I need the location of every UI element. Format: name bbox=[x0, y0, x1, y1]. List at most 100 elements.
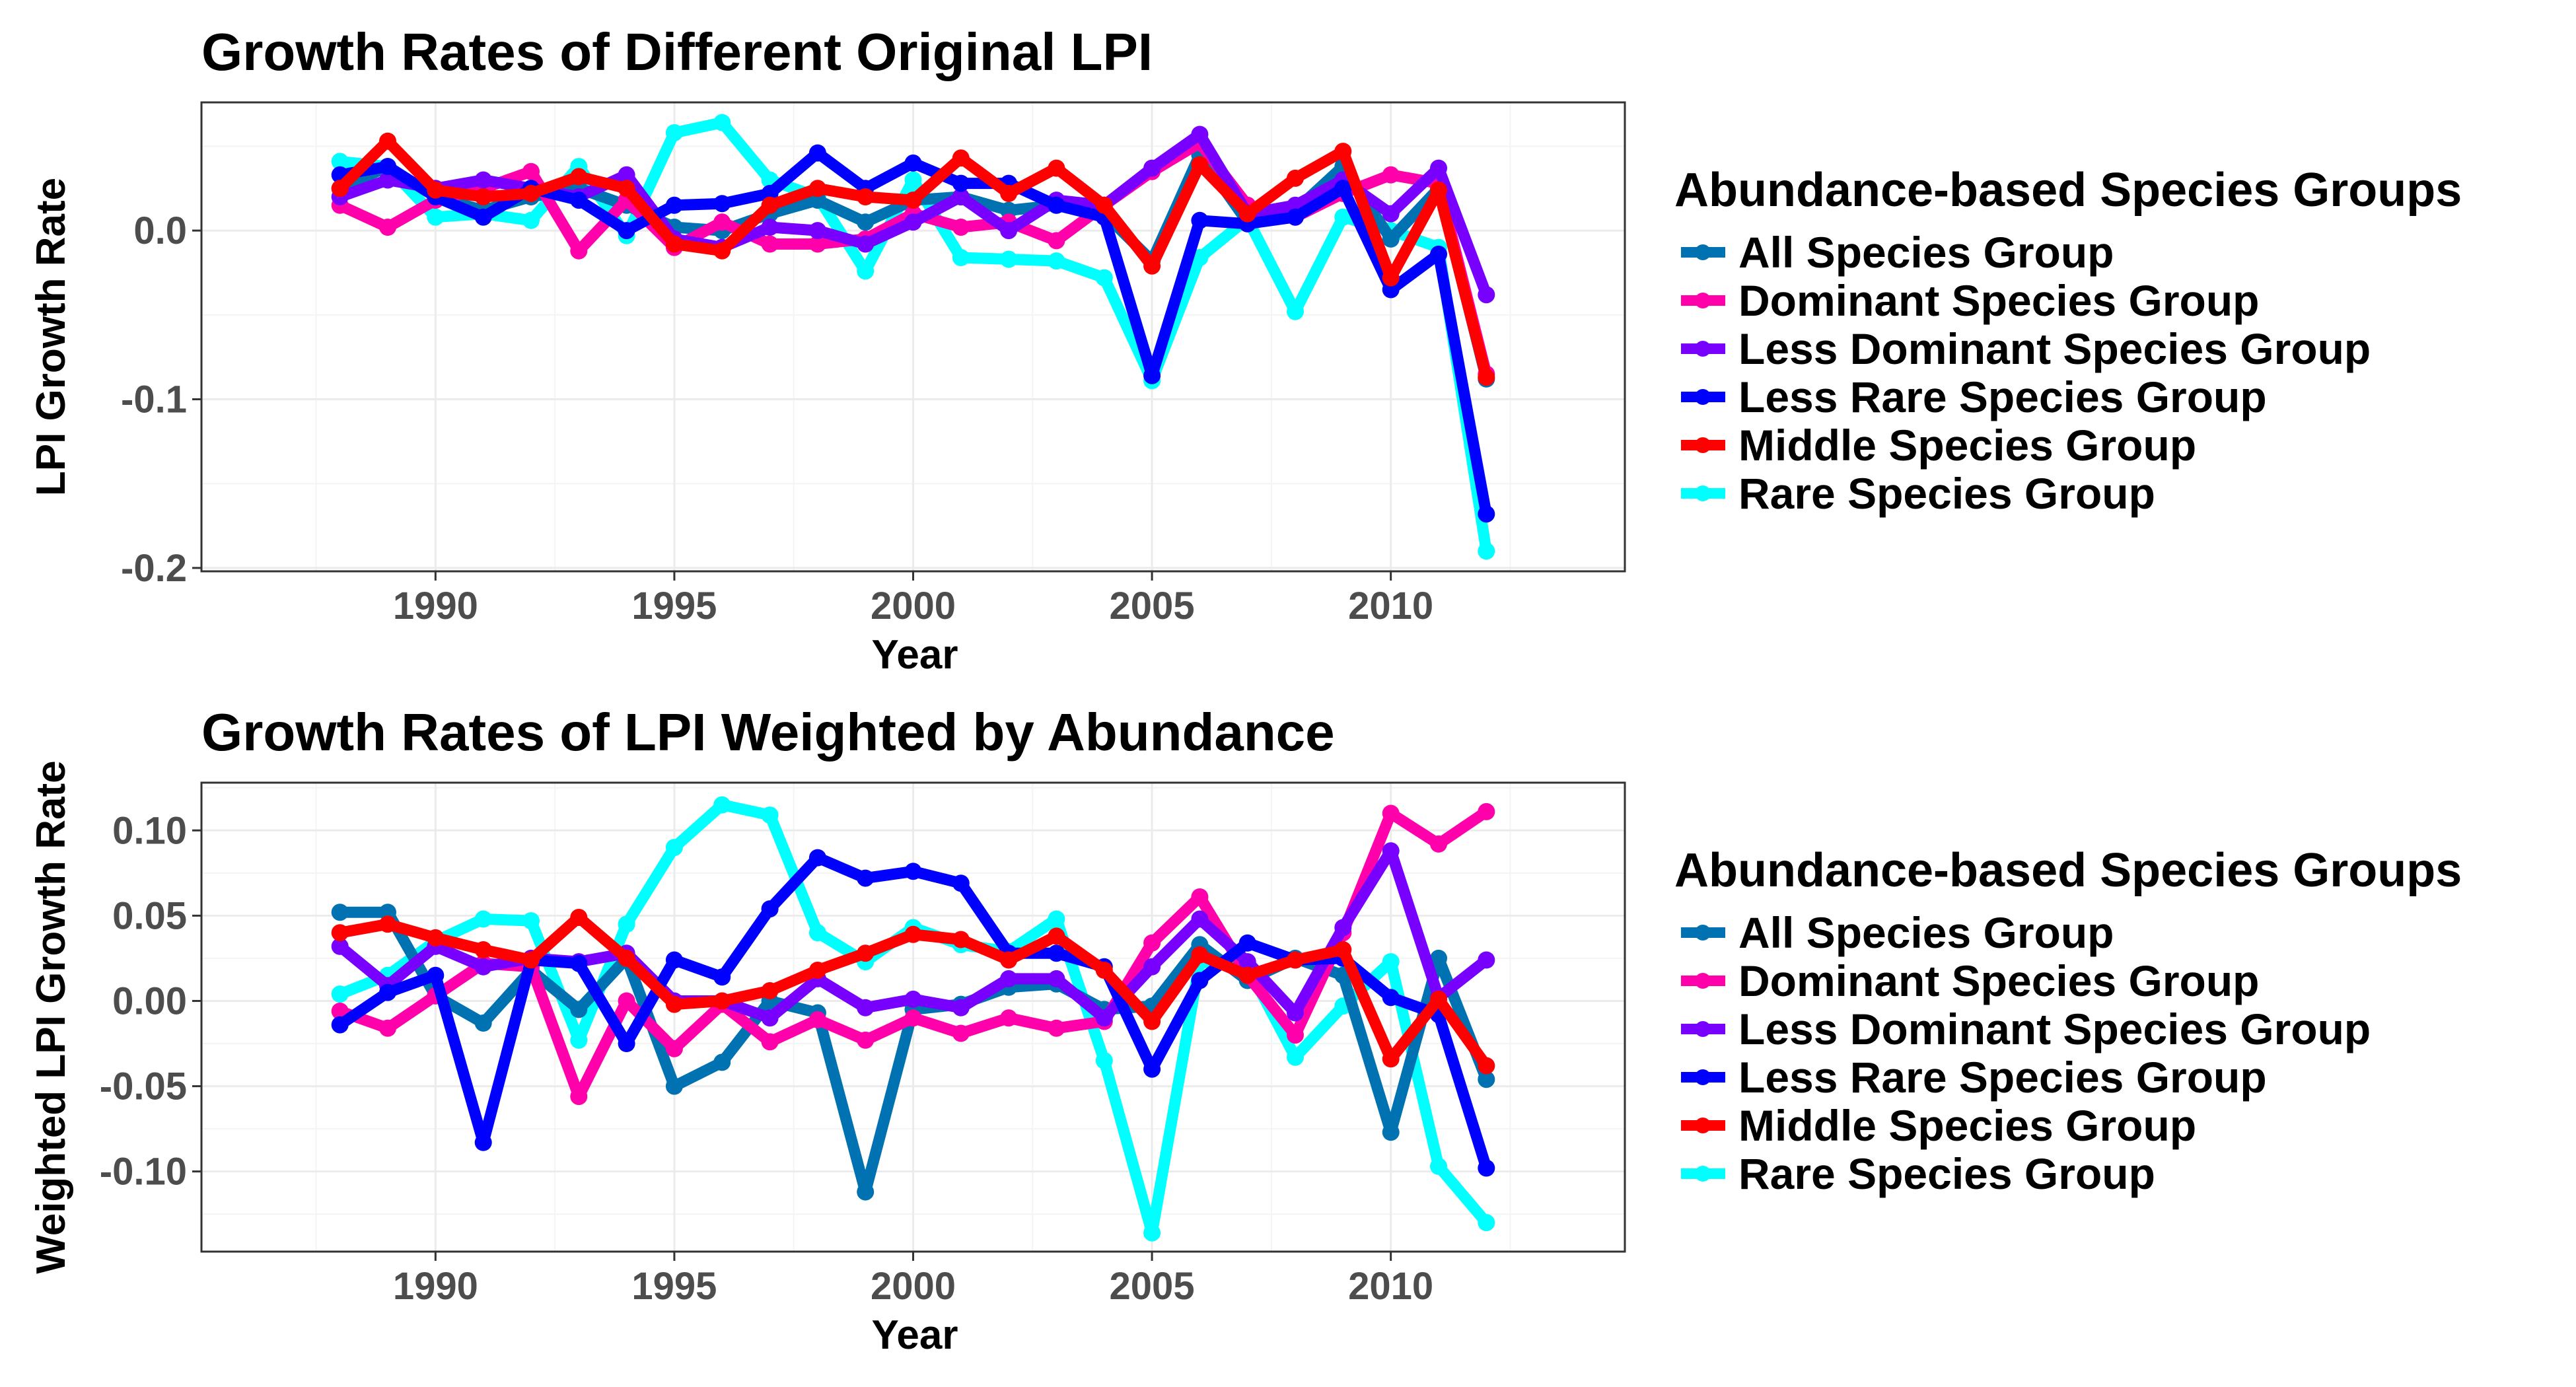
legend-label: Less Rare Species Group bbox=[1738, 1053, 2267, 1102]
data-point bbox=[1382, 989, 1400, 1007]
legend-label: Less Dominant Species Group bbox=[1738, 1005, 2371, 1053]
data-point bbox=[1430, 181, 1447, 199]
x-tick-label: 2010 bbox=[1348, 585, 1433, 627]
data-point bbox=[618, 180, 635, 197]
data-point bbox=[1430, 835, 1447, 853]
data-point bbox=[665, 1077, 683, 1095]
data-point bbox=[904, 925, 922, 943]
data-point bbox=[952, 174, 970, 192]
legend-label: Rare Species Group bbox=[1738, 469, 2155, 518]
data-point bbox=[331, 937, 349, 955]
data-point bbox=[904, 990, 922, 1008]
data-point bbox=[522, 951, 540, 969]
data-point bbox=[1000, 250, 1018, 268]
data-point bbox=[1287, 302, 1304, 320]
y-tick-label: -0.2 bbox=[121, 547, 187, 590]
x-tick-label: 1990 bbox=[393, 585, 478, 627]
data-point bbox=[1382, 1123, 1400, 1141]
data-point bbox=[427, 929, 445, 946]
data-point bbox=[713, 968, 731, 986]
legend-label: Middle Species Group bbox=[1738, 421, 2196, 470]
data-point bbox=[1191, 888, 1209, 906]
series-group bbox=[331, 796, 1495, 1242]
legend-key-point bbox=[1695, 1166, 1711, 1182]
data-point bbox=[713, 1053, 731, 1071]
data-point bbox=[952, 1024, 970, 1042]
data-point bbox=[1000, 184, 1018, 202]
data-point bbox=[1143, 159, 1161, 177]
data-point bbox=[570, 242, 588, 260]
series-group bbox=[331, 114, 1495, 560]
data-point bbox=[379, 1019, 396, 1037]
data-point bbox=[1287, 1048, 1304, 1066]
y-tick-label: -0.05 bbox=[100, 1065, 187, 1108]
data-point bbox=[1430, 1157, 1447, 1175]
data-point bbox=[857, 999, 875, 1016]
legend-key-point bbox=[1695, 485, 1711, 501]
data-point bbox=[808, 180, 826, 197]
data-point bbox=[713, 195, 731, 213]
data-point bbox=[1143, 1013, 1161, 1030]
y-tick-label: 0.05 bbox=[112, 894, 187, 937]
data-point bbox=[1382, 281, 1400, 299]
legend-key-point bbox=[1695, 1021, 1711, 1037]
legend-title: Abundance-based Species Groups bbox=[1674, 844, 2462, 897]
data-point bbox=[1191, 211, 1209, 229]
x-axis-label: Year bbox=[871, 1312, 958, 1358]
legend-entry: Rare Species Group bbox=[1681, 469, 2155, 518]
data-point bbox=[1143, 934, 1161, 952]
data-point bbox=[713, 992, 731, 1010]
data-point bbox=[1334, 941, 1352, 958]
legend-entry: All Species Group bbox=[1681, 228, 2114, 277]
data-point bbox=[761, 1033, 779, 1051]
data-point bbox=[1143, 257, 1161, 275]
data-point bbox=[618, 166, 635, 184]
data-point bbox=[665, 235, 683, 253]
legend-entry: Dominant Species Group bbox=[1681, 276, 2259, 325]
legend-label: All Species Group bbox=[1738, 908, 2114, 957]
grid bbox=[201, 102, 1625, 571]
data-point bbox=[1334, 208, 1352, 226]
data-point bbox=[761, 900, 779, 918]
data-point bbox=[1143, 367, 1161, 384]
chart-title: Growth Rates of LPI Weighted by Abundanc… bbox=[201, 703, 1335, 762]
legend-key-point bbox=[1695, 437, 1711, 453]
data-point bbox=[1191, 972, 1209, 989]
data-point bbox=[1287, 951, 1304, 969]
data-point bbox=[952, 188, 970, 205]
data-point bbox=[1000, 951, 1018, 969]
y-tick-label: 0.0 bbox=[133, 209, 187, 252]
data-point bbox=[1430, 949, 1447, 967]
data-point bbox=[1478, 369, 1495, 386]
y-axis-label: LPI Growth Rate bbox=[28, 178, 74, 496]
legend-entry: Rare Species Group bbox=[1681, 1149, 2155, 1198]
data-point bbox=[761, 235, 779, 253]
legend-entry: All Species Group bbox=[1681, 908, 2114, 957]
legend: Abundance-based Species Groups All Speci… bbox=[1674, 844, 2462, 1198]
data-point bbox=[904, 171, 922, 189]
data-point bbox=[1095, 1051, 1113, 1069]
legend-entry: Less Dominant Species Group bbox=[1681, 324, 2371, 373]
legend-label: Dominant Species Group bbox=[1738, 956, 2259, 1005]
data-point bbox=[857, 188, 875, 205]
data-point bbox=[1000, 970, 1018, 987]
data-point bbox=[808, 222, 826, 240]
data-point bbox=[331, 1016, 349, 1034]
data-point bbox=[952, 249, 970, 266]
data-point bbox=[427, 966, 445, 984]
y-tick-label: 0.00 bbox=[112, 979, 187, 1022]
data-point bbox=[904, 1009, 922, 1027]
data-point bbox=[331, 180, 349, 197]
data-point bbox=[618, 1035, 635, 1052]
data-point bbox=[1382, 230, 1400, 248]
data-point bbox=[570, 909, 588, 926]
data-point bbox=[1478, 1057, 1495, 1075]
data-point bbox=[808, 924, 826, 942]
data-point bbox=[522, 162, 540, 180]
data-point bbox=[857, 235, 875, 253]
legend: Abundance-based Species Groups All Speci… bbox=[1674, 164, 2462, 518]
data-point bbox=[1238, 966, 1256, 984]
data-point bbox=[1334, 180, 1352, 197]
data-point bbox=[952, 874, 970, 892]
